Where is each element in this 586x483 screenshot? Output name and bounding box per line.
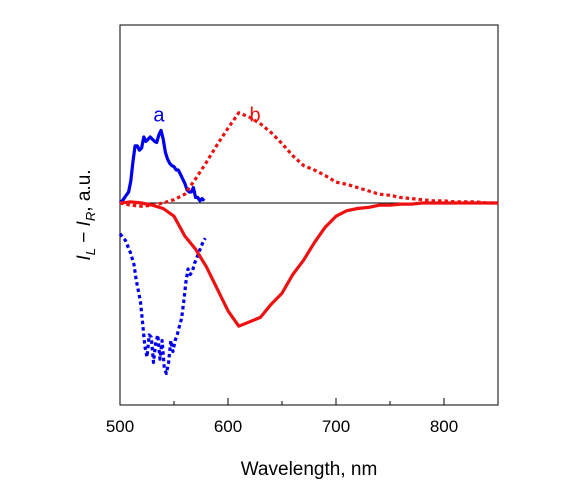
curve-label-b: b xyxy=(249,105,260,127)
x-tick-label: 800 xyxy=(430,417,458,436)
series-a-solid-line xyxy=(118,128,206,205)
y-axis-title-sub-right: R xyxy=(83,212,98,221)
plot-frame xyxy=(119,24,499,406)
x-tick-label: 500 xyxy=(106,417,134,436)
series-b-solid-line xyxy=(119,200,498,328)
y-axis-title-minus: − xyxy=(74,226,95,248)
x-tick-label: 700 xyxy=(322,417,350,436)
x-tick-label: 600 xyxy=(214,417,242,436)
y-axis-title-i-left: I xyxy=(74,255,95,261)
curve-label-a: a xyxy=(153,105,165,127)
series-b-dotted-line xyxy=(119,111,498,208)
y-axis-title-sub-left: L xyxy=(83,248,98,255)
y-axis-title: IL − IR, a.u. xyxy=(74,169,98,260)
y-axis-title-unit: , a.u. xyxy=(74,169,95,211)
series-a-dotted-line xyxy=(118,232,207,376)
x-axis-title: Wavelength, nm xyxy=(241,459,378,480)
y-axis-title-i-right: I xyxy=(74,220,95,226)
